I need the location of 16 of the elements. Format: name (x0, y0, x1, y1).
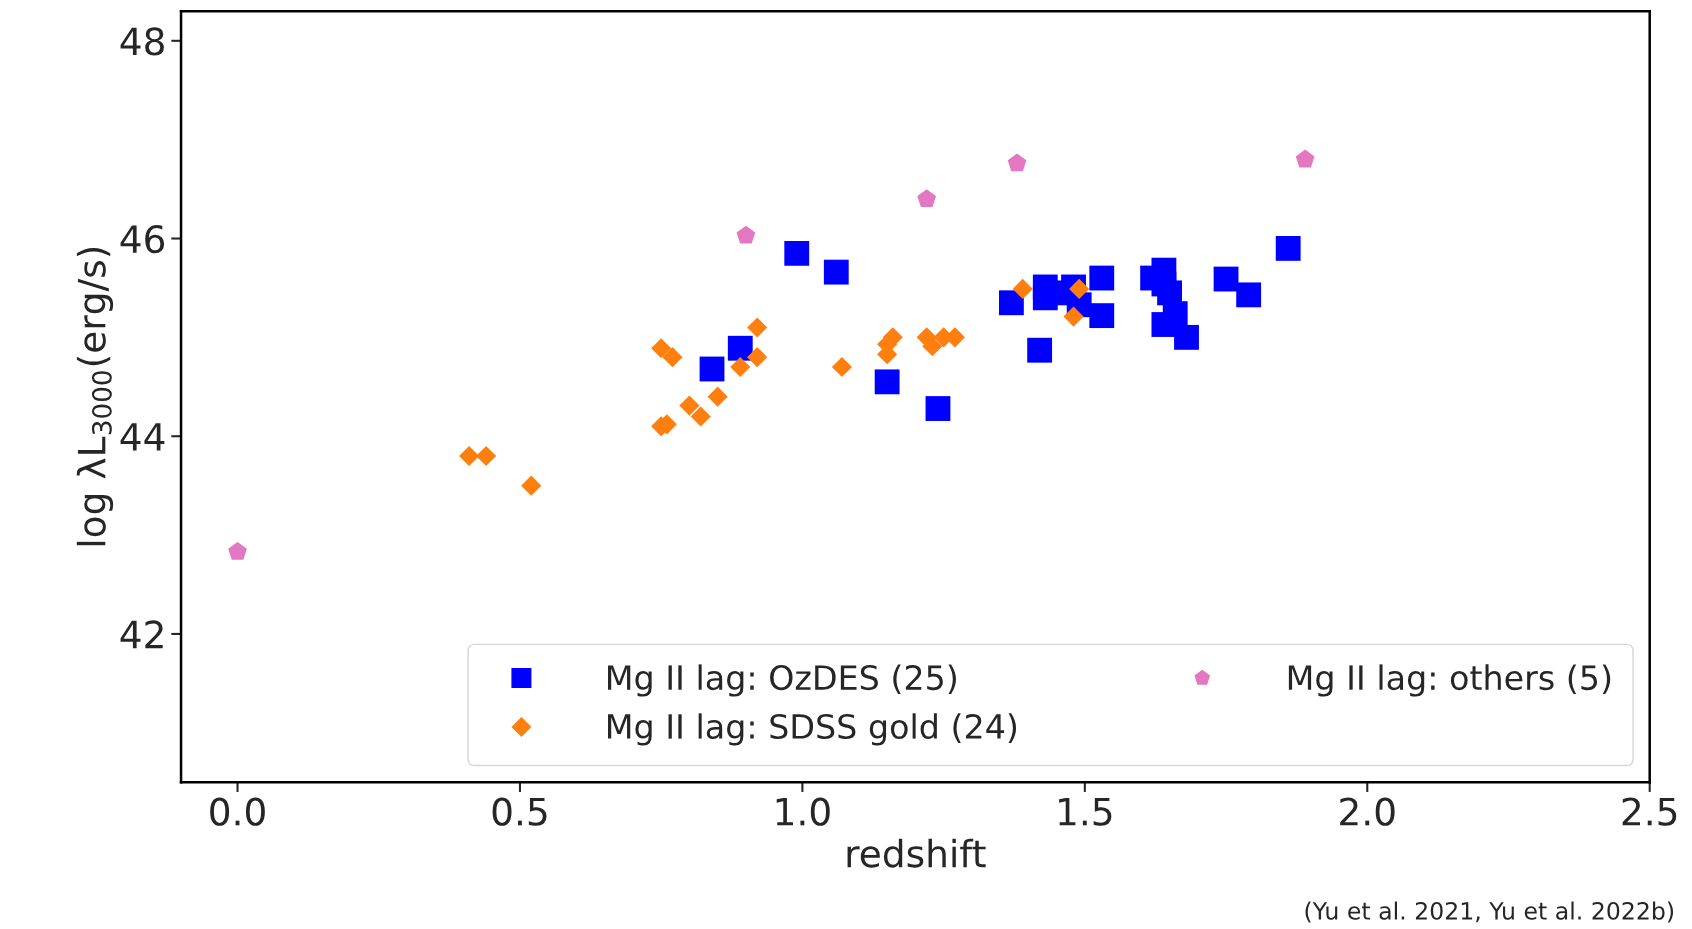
legend-label: Mg II lag: OzDES (25) (608, 664, 956, 697)
x-tick-label: 0.5 (492, 797, 547, 826)
x-tick-label: 1.0 (776, 797, 830, 826)
x-tick-label: 2.5 (1622, 797, 1677, 826)
x-axis-title: redshift (847, 838, 986, 868)
legend-label: Mg II lag: others (5) (1288, 664, 1611, 697)
x-tick-label: 1.5 (1059, 797, 1112, 826)
y-tick-label: 42 (120, 620, 163, 649)
y-tick-label: 44 (120, 423, 165, 451)
x-tick-label: 0.0 (210, 797, 265, 826)
y-axis-title: log λL$_{3000}$(erg/s) (76, 247, 114, 546)
y-tick-label: 48 (120, 27, 164, 56)
legend-label: Mg II lag: SDSS gold (24) (608, 713, 1017, 746)
text: (Yu et al. 2021, Yu et al. 2022b) (1305, 901, 1674, 923)
y-tick-label: 46 (120, 224, 165, 254)
x-tick-label: 2.0 (1340, 797, 1395, 826)
